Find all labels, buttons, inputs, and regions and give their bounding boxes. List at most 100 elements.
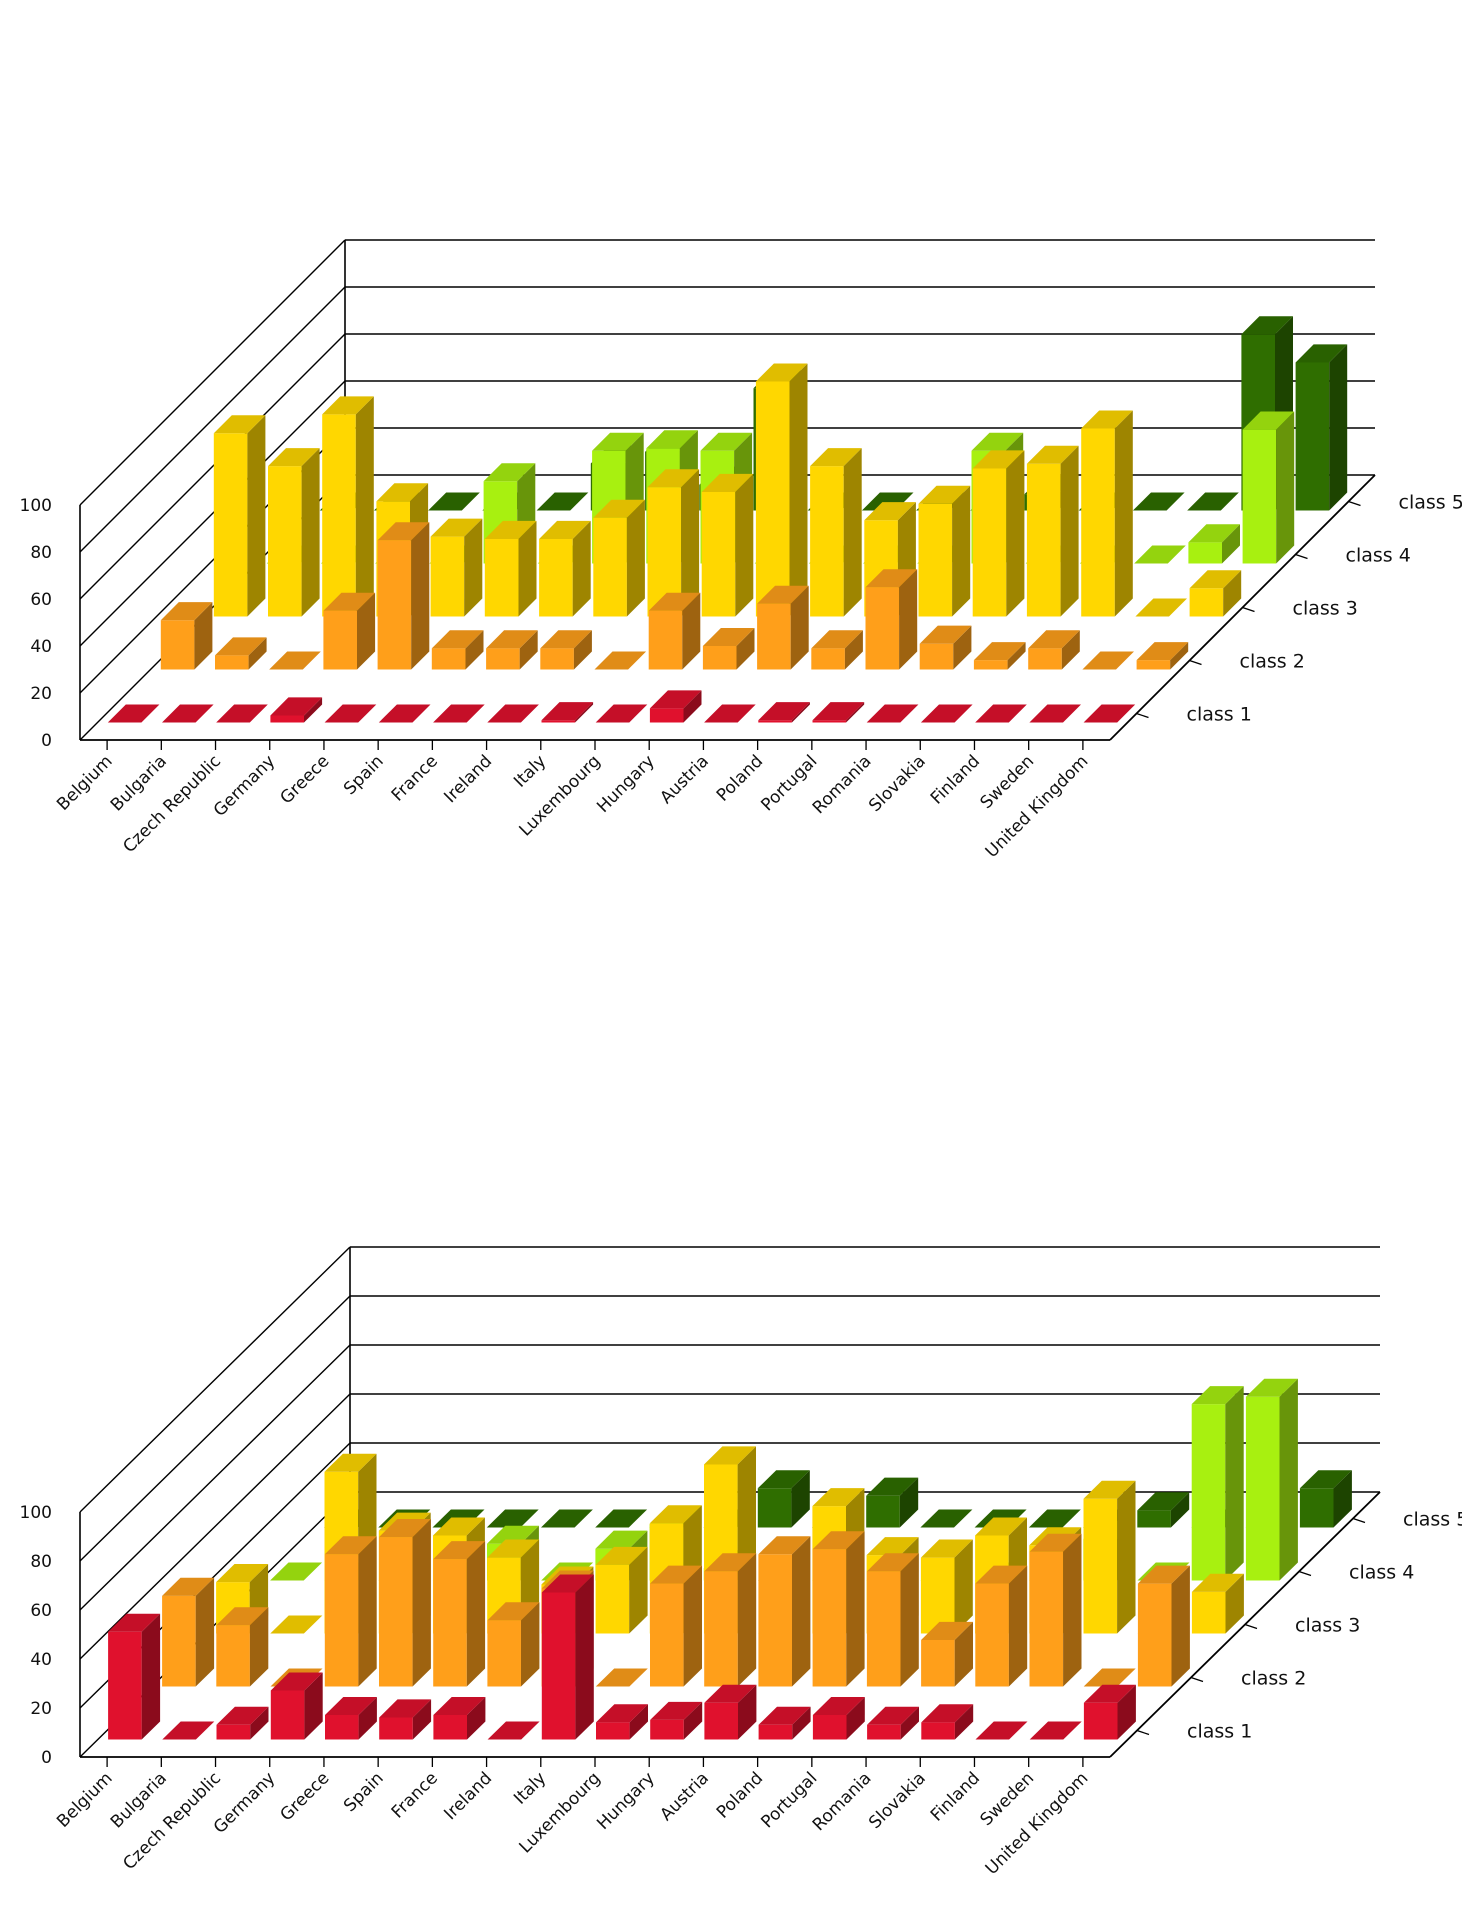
bar (322, 396, 374, 617)
bar-side (357, 592, 376, 670)
bar-top (1132, 492, 1185, 511)
bar-top (1242, 411, 1295, 430)
bar-front (1299, 1488, 1334, 1528)
bar (1083, 1668, 1136, 1687)
bar-side (1060, 445, 1079, 617)
bar (270, 697, 323, 723)
bar-side (575, 702, 594, 723)
bar (270, 1672, 323, 1740)
bar-top (975, 1517, 1027, 1536)
bar-side (681, 469, 700, 617)
bar-side (900, 1706, 919, 1740)
bar-side (521, 1602, 540, 1687)
bar (701, 473, 754, 617)
bar (866, 704, 919, 723)
bar-front (541, 720, 576, 723)
bar-top (487, 1602, 540, 1621)
category-label: Slovakia (865, 1768, 930, 1833)
bar (379, 1519, 431, 1687)
bar-side (247, 415, 266, 617)
y-tick-label: 80 (30, 543, 52, 563)
bar-side (791, 1470, 810, 1528)
bar-side (411, 522, 430, 670)
bar (921, 1621, 973, 1687)
bar-side (954, 1621, 973, 1687)
bar-top (975, 704, 1027, 723)
bar-top (378, 704, 431, 723)
bar-top (215, 637, 267, 656)
series-label: class 1 (1187, 704, 1252, 726)
bar-top (593, 499, 645, 518)
bar-front (650, 1583, 684, 1687)
bar-front (539, 539, 573, 617)
bar-top (213, 415, 266, 434)
category-label: Finland (927, 751, 984, 808)
bar-top (700, 432, 753, 451)
bar-top (216, 704, 268, 723)
bar (484, 520, 537, 617)
bar-top (919, 625, 972, 644)
bar-front (919, 643, 954, 670)
bar-top (1189, 570, 1242, 589)
series-2-bars (160, 522, 1189, 670)
bar-top (216, 1706, 269, 1725)
bar-side (846, 702, 865, 723)
bar-front (865, 587, 900, 670)
bar-front (758, 1554, 792, 1687)
bar-side (846, 1697, 865, 1740)
bar (812, 1697, 865, 1740)
bar-front (758, 1724, 793, 1740)
bar-front (921, 1722, 955, 1740)
series-tick (1136, 1729, 1150, 1736)
bar-front (108, 1631, 142, 1740)
bar-top (433, 1697, 486, 1715)
category-label: Italy (510, 1768, 550, 1808)
bar (704, 1553, 757, 1687)
category-label: Poland (713, 751, 767, 805)
bar (812, 1531, 865, 1687)
bar-side (1170, 642, 1189, 670)
bar (866, 1553, 919, 1687)
bar-side (304, 697, 323, 723)
bar (216, 1706, 269, 1740)
bar (1188, 524, 1240, 564)
bar-front (486, 648, 520, 670)
bar-top (1295, 344, 1348, 363)
left-gridline (79, 380, 346, 647)
bar (594, 651, 647, 670)
bar-side (736, 628, 755, 670)
series-label: class 4 (1349, 1562, 1414, 1584)
category-label: France (388, 1768, 442, 1822)
series-label: class 2 (1241, 1668, 1306, 1690)
bar-side (899, 569, 918, 670)
bar-top (704, 1446, 756, 1465)
series-label: class 5 (1403, 1509, 1462, 1531)
bar-top (324, 704, 377, 723)
bar-front (1083, 1702, 1118, 1740)
bar (431, 630, 484, 670)
bar-side (629, 1704, 648, 1740)
y-tick-label: 0 (41, 1748, 52, 1768)
bar-front (647, 487, 682, 617)
bar (972, 450, 1025, 617)
bar-front (433, 1559, 467, 1687)
bar-top (704, 1553, 757, 1572)
bar-front (1191, 1404, 1226, 1581)
bar-top (162, 704, 214, 723)
bar (1245, 1378, 1298, 1581)
bar-front (213, 433, 248, 617)
bar-front (757, 603, 791, 670)
bar-side (792, 1536, 811, 1687)
bar-side (953, 625, 972, 670)
bar-front (702, 646, 737, 670)
bar-front (757, 1488, 792, 1528)
bar-front (270, 715, 304, 723)
series-tick (1190, 1676, 1204, 1683)
bar (162, 1721, 215, 1740)
bar-front (1029, 1551, 1064, 1687)
left-gridline (79, 1246, 351, 1513)
bar-front (812, 1715, 847, 1740)
bar-side (952, 485, 971, 617)
bar (1299, 1470, 1352, 1528)
bar (433, 704, 485, 723)
